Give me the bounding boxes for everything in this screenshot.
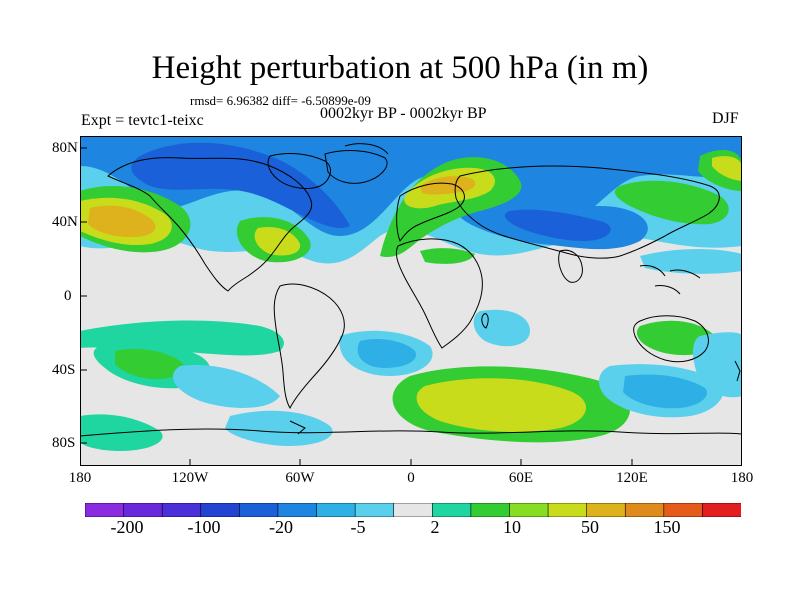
colorbar-cell [85,503,125,517]
lat-label-80n: 80N [52,140,78,156]
us-yellow [254,226,301,256]
experiment-label: Expt = tevtc1-teixc [81,112,204,129]
map-panel [80,136,742,466]
colorbar-cell [663,503,704,517]
colorbar-label-1: -100 [187,517,221,537]
lon-label-180w: 180 [68,470,92,486]
lon-label-60w: 60W [285,470,315,486]
period-label: 0002kyr BP - 0002kyr BP [320,105,487,122]
colorbar-cell [200,503,240,517]
colorbar-cell [393,503,433,517]
npac-orange [88,205,156,238]
season-label: DJF [712,110,739,127]
africa-green [420,248,475,264]
colorbar [85,503,741,517]
colorbar-label-6: 50 [581,517,599,537]
far-east-yellow [712,156,742,181]
colorbar-label-4: 2 [430,517,440,537]
colorbar-cell [239,503,279,517]
plot-title: Height perturbation at 500 hPa (in m) [151,50,649,86]
spac-cyan [172,365,280,408]
lat-label-eq: 0 [64,288,72,304]
asia-deep-blue [504,209,611,241]
satl-blue [357,339,416,368]
colorbar-label-2: -20 [269,517,293,537]
lon-label-60e: 60E [508,470,534,486]
coastlines [80,143,742,437]
lat-label-40n: 40N [52,214,78,230]
saus-blue [623,374,708,409]
colorbar-label-7: 150 [653,517,681,537]
axis-ticks [80,147,742,466]
stats-line: rmsd= 6.96382 diff= -6.50899e-09 [190,93,371,108]
colorbar-label-0: -200 [110,517,144,537]
na-deep-blue [131,142,350,229]
lon-label-120e: 120E [616,470,648,486]
contour-fill [80,136,742,466]
ant-cyan [225,410,333,446]
so-yellow [416,378,587,432]
colorbar-cell [624,503,665,517]
colorbar-cell [123,503,163,517]
colorbar-cell [161,503,202,517]
colorbar-cell [586,503,626,517]
lon-label-180e: 180 [730,470,754,486]
colorbar-cell [547,503,588,517]
colorbar-cell [316,503,356,517]
colorbar-cell [277,503,318,517]
colorbar-label-5: 10 [503,517,521,537]
spac-green [115,349,184,380]
colorbar-cell [470,503,511,517]
lon-label-0: 0 [407,470,415,486]
colorbar-cell [354,503,395,517]
colorbar-label-3: -5 [350,517,366,537]
lon-label-120w: 120W [171,470,209,486]
nepac-green [614,180,729,225]
colorbar-cell [431,503,472,517]
colorbar-cell [702,503,741,517]
wpac-cyan [640,249,742,274]
lat-label-40s: 40S [52,362,76,378]
lat-label-80s: 80S [52,435,76,451]
east-edge-cyan [693,332,742,398]
colorbar-cell [509,503,549,517]
